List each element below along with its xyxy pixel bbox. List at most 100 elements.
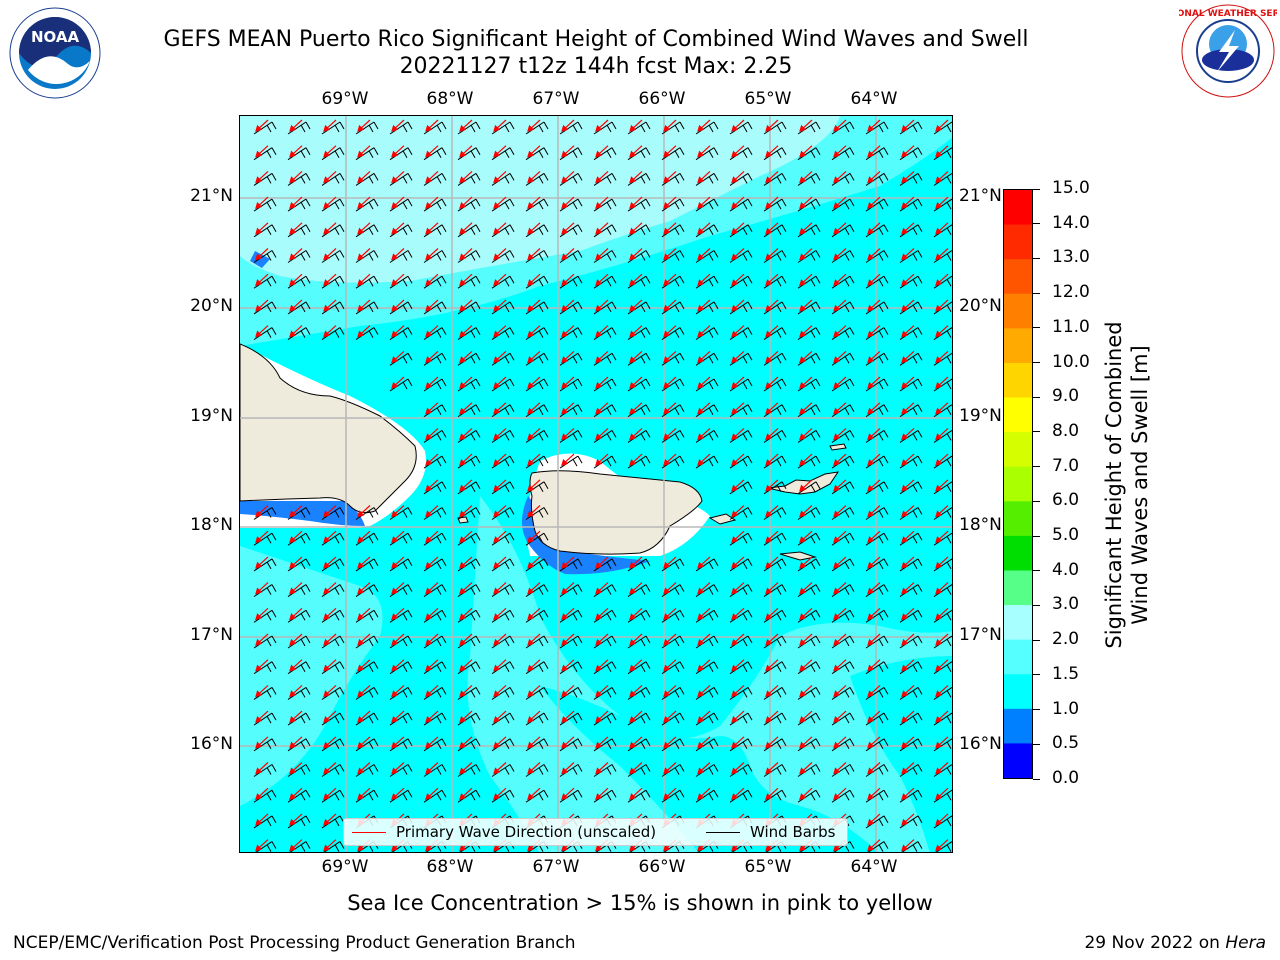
wind-barb — [491, 686, 515, 700]
wind-barb — [899, 686, 923, 700]
wind-barb — [899, 738, 923, 752]
lon-label-bottom: 69°W — [321, 857, 369, 877]
wave-arrow-head — [323, 715, 331, 723]
wave-arrow-head — [357, 253, 365, 261]
wind-barb — [831, 250, 855, 263]
wave-arrow-head — [867, 690, 875, 698]
wave-arrow-head — [629, 381, 637, 389]
wind-barb — [389, 250, 413, 263]
wind-barb — [457, 198, 481, 212]
lat-label-right: 17°N — [959, 625, 1002, 645]
wind-barb — [491, 378, 515, 392]
wind-barb — [695, 250, 719, 263]
wave-arrow-head — [561, 330, 569, 338]
wind-barb — [355, 250, 379, 263]
wave-arrow-head — [323, 638, 331, 646]
wind-barb — [899, 712, 923, 726]
wind-barb — [321, 507, 345, 520]
wave-arrow-head — [935, 510, 943, 518]
wind-barb — [491, 558, 515, 572]
wave-arrow-head — [459, 330, 467, 338]
wave-arrow-head — [663, 561, 671, 569]
wind-barb — [287, 147, 311, 161]
wind-barb — [423, 712, 447, 726]
wave-arrow-head — [833, 690, 841, 698]
wave-arrow-head — [391, 201, 399, 209]
wave-arrow-head — [901, 844, 909, 852]
lon-label-bottom: 64°W — [850, 857, 898, 877]
wind-barb — [321, 250, 345, 263]
wind-barb — [729, 352, 753, 366]
wind-barb — [763, 558, 787, 572]
wind-barb — [323, 841, 345, 852]
wind-barb — [525, 121, 549, 135]
wind-barb — [797, 455, 821, 469]
wind-barb — [559, 404, 583, 418]
wind-barb — [321, 275, 345, 289]
wind-barb — [389, 301, 413, 315]
wave-arrow-head — [255, 664, 263, 672]
wind-barb — [457, 352, 481, 366]
wave-arrow-head — [935, 124, 943, 132]
wind-barb — [935, 841, 952, 852]
wave-arrow-head — [663, 124, 671, 132]
wind-barb — [253, 789, 277, 803]
wave-arrow-head — [731, 150, 739, 158]
wind-barb — [593, 250, 617, 263]
wind-barb — [661, 198, 685, 212]
nws-logo: NATIONAL WEATHER SERVICE — [1179, 4, 1277, 98]
wave-arrow-head — [663, 741, 671, 749]
wind-barb — [525, 558, 549, 572]
wave-arrow-head — [833, 330, 841, 338]
wind-barb — [695, 327, 719, 341]
wind-barb — [729, 147, 753, 161]
wave-arrow-head — [901, 638, 909, 646]
wind-barb — [865, 121, 889, 135]
wind-barb — [593, 661, 617, 675]
wind-barb — [797, 609, 821, 623]
wave-arrow-head — [731, 741, 739, 749]
wind-barb — [423, 481, 447, 495]
wind-barb — [321, 327, 345, 341]
wind-barb — [763, 429, 787, 443]
wind-barb — [661, 121, 685, 135]
wave-arrow-head — [425, 330, 433, 338]
wave-arrow-head — [493, 561, 501, 569]
wave-arrow-head — [595, 253, 603, 261]
colorbar-tick-label: 4.0 — [1052, 559, 1080, 580]
colorbar-canvas — [1004, 190, 1032, 779]
wind-barb — [729, 327, 753, 341]
wind-barb — [627, 738, 651, 752]
lon-label-top: 65°W — [744, 89, 792, 109]
wind-barb — [287, 327, 311, 341]
wave-arrow-head — [663, 458, 671, 466]
wind-barb — [253, 609, 277, 623]
wind-barb — [593, 584, 617, 598]
lat-label-right: 21°N — [959, 186, 1002, 206]
wave-arrow-head — [731, 638, 739, 646]
colorbar — [1003, 189, 1033, 779]
wave-arrow-head — [697, 407, 705, 415]
wind-barb — [627, 147, 651, 161]
wave-arrow-head — [901, 253, 909, 261]
wind-barb — [559, 352, 583, 366]
colorbar-segment — [1004, 743, 1032, 779]
wave-arrow-head — [697, 613, 705, 621]
wave-arrow-head — [765, 613, 773, 621]
land-st-croix — [779, 551, 817, 561]
wind-barb — [423, 635, 447, 649]
wind-barb — [287, 224, 311, 238]
wave-arrow-head — [391, 536, 399, 544]
wind-barb — [457, 661, 481, 675]
wind-barb — [763, 507, 787, 520]
wind-barb — [253, 507, 277, 520]
wave-arrow-head — [935, 176, 943, 184]
wave-arrow-head — [935, 227, 943, 235]
ocean-band-light-south-west — [240, 546, 383, 806]
wind-barb — [287, 712, 311, 726]
wind-barb — [695, 661, 719, 675]
wave-arrow-head — [289, 613, 297, 621]
wave-arrow-head — [935, 561, 943, 569]
wind-barb — [491, 764, 515, 777]
colorbar-tick-mark — [1033, 743, 1040, 745]
